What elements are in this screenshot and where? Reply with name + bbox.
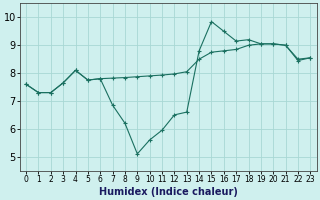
X-axis label: Humidex (Indice chaleur): Humidex (Indice chaleur) [99,187,238,197]
